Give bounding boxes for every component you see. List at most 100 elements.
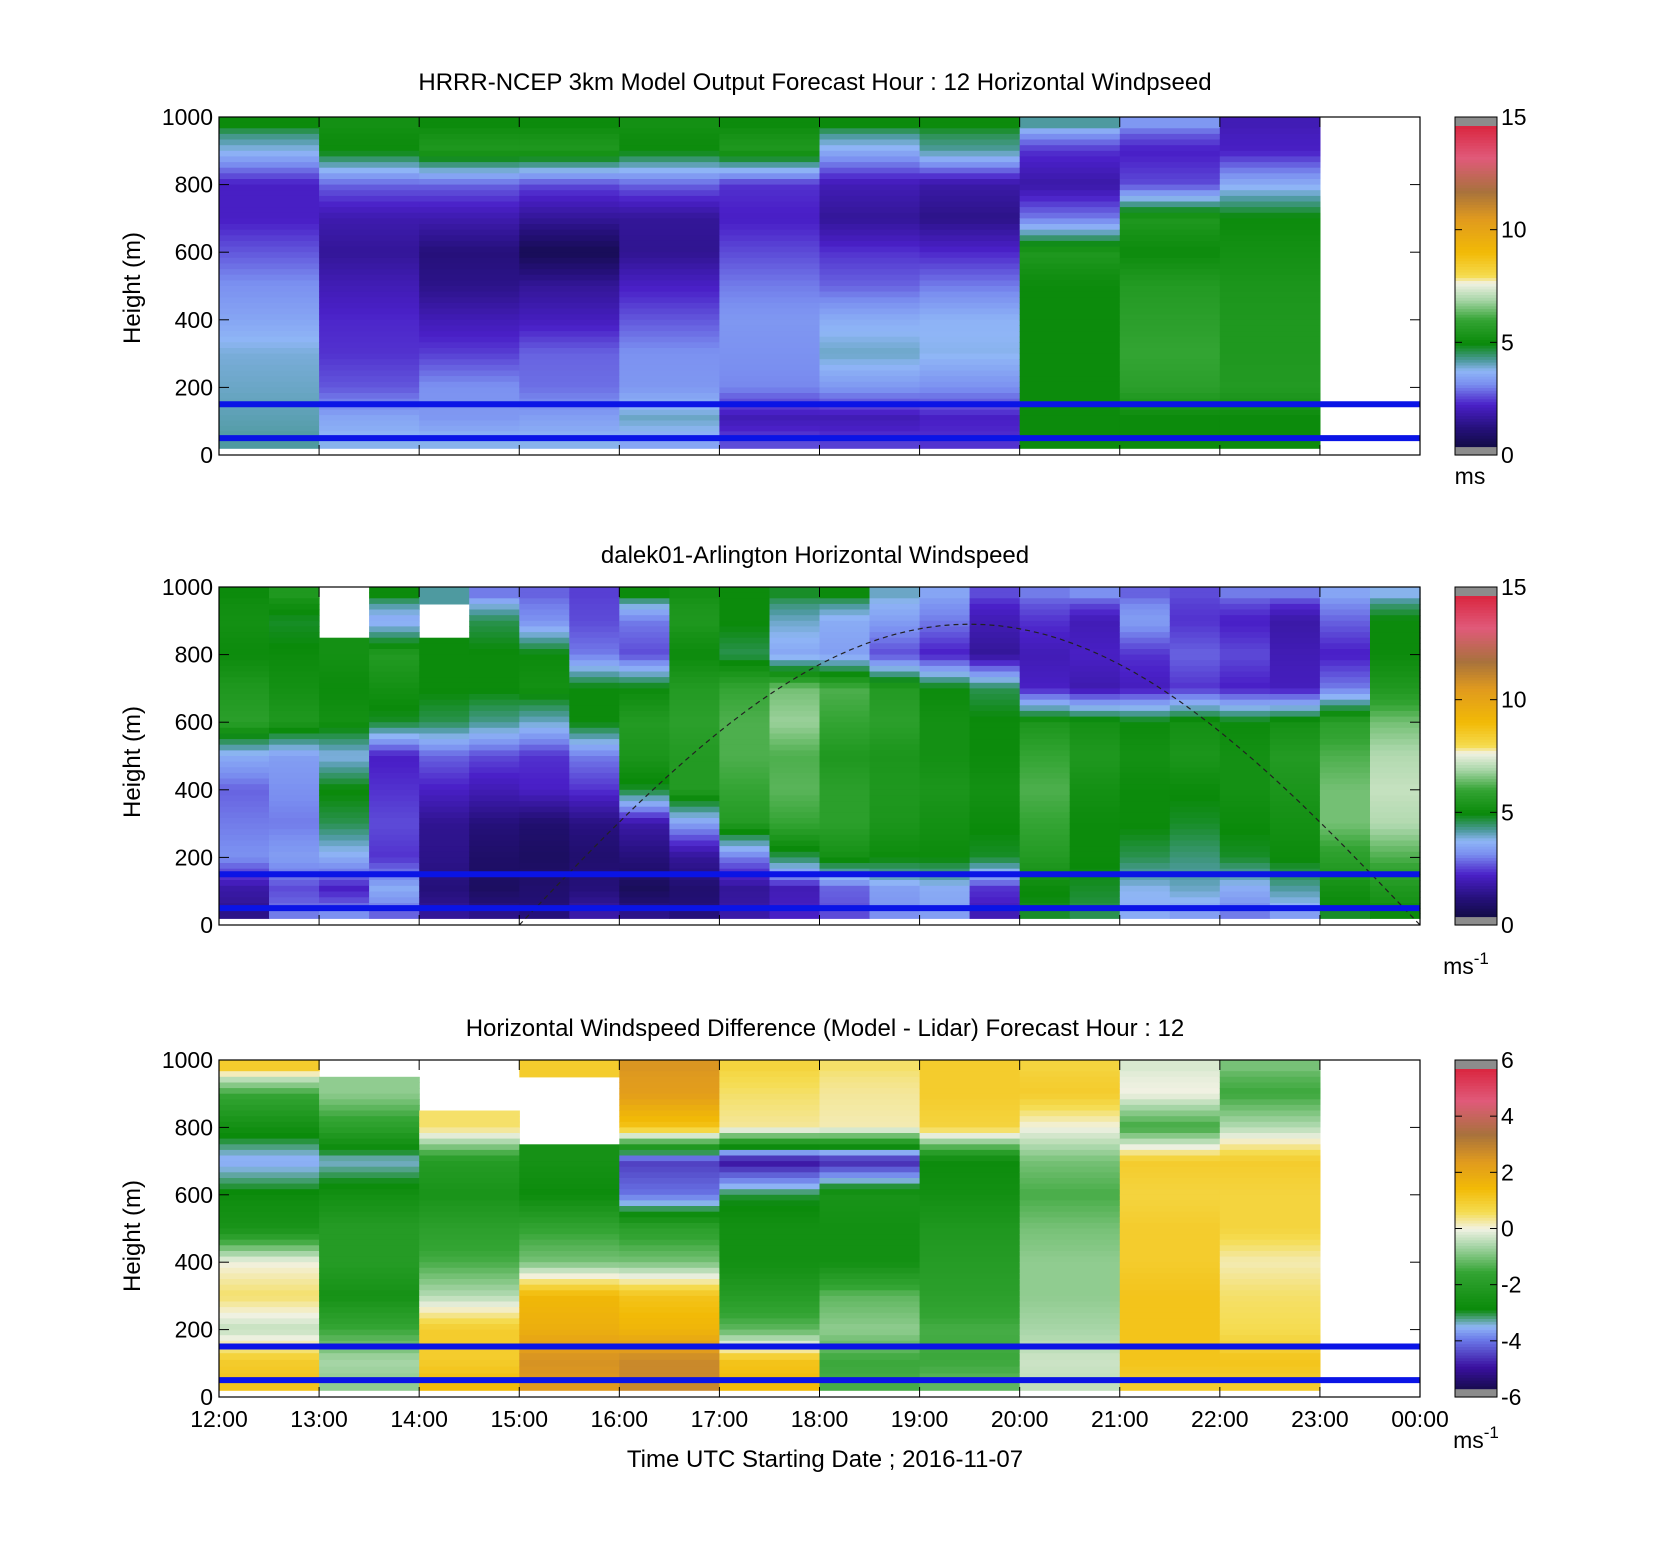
heatmap-cell (219, 201, 320, 208)
colorbar-segment (1455, 863, 1497, 867)
heatmap-cell (619, 235, 720, 242)
heatmap-cell (419, 891, 470, 898)
colorbar-segment (1455, 331, 1497, 335)
heatmap-cell (1119, 1133, 1221, 1140)
heatmap-cell (419, 1144, 520, 1151)
y-tick-label: 600 (175, 1182, 213, 1208)
heatmap-cell (1219, 654, 1271, 661)
heatmap-cell (269, 823, 320, 830)
y-tick-label: 1000 (162, 1047, 213, 1073)
colorbar-segment (1455, 1110, 1497, 1114)
heatmap-cell (969, 688, 1021, 695)
heatmap-cell (919, 1290, 1021, 1297)
colorbar-segment (1455, 263, 1497, 267)
heatmap-cell (569, 761, 620, 768)
heatmap-cell (1319, 778, 1371, 785)
heatmap-cell (1219, 1206, 1321, 1213)
heatmap-cell (1119, 1279, 1221, 1286)
heatmap-cell (419, 812, 470, 819)
heatmap-cell (619, 677, 670, 684)
colorbar-segment (1455, 657, 1497, 661)
heatmap-cell (219, 806, 270, 813)
heatmap-cell (419, 353, 520, 360)
heatmap-cell (919, 1155, 1021, 1162)
heatmap-cell (1219, 891, 1271, 898)
heatmap-cell (1319, 829, 1371, 836)
heatmap-cell (219, 1138, 320, 1145)
heatmap-cell (1019, 1359, 1121, 1368)
heatmap-cell (1119, 806, 1171, 813)
heatmap-cell (1219, 139, 1321, 146)
heatmap-cell (1069, 699, 1121, 706)
heatmap-cell (519, 190, 620, 197)
heatmap-cell (419, 772, 470, 780)
heatmap-cell (869, 654, 921, 661)
heatmap-cell (1019, 263, 1121, 270)
heatmap-cell (1019, 1312, 1121, 1319)
heatmap-cell (869, 829, 921, 836)
heatmap-cell (719, 229, 821, 236)
heatmap-cell (669, 801, 720, 808)
heatmap-cell (219, 615, 270, 622)
heatmap-cell (519, 1307, 620, 1314)
heatmap-cell (719, 710, 770, 718)
heatmap-cell (219, 291, 320, 298)
colorbar-segment (1455, 1340, 1497, 1345)
heatmap-cell (1219, 342, 1321, 349)
heatmap-cell (769, 727, 821, 734)
heatmap-cell (969, 840, 1021, 847)
heatmap-cell (719, 609, 770, 616)
colorbar-segment (1455, 905, 1497, 909)
heatmap-cell (1019, 381, 1121, 388)
heatmap-cell (819, 739, 871, 746)
heatmap-cell (819, 1373, 921, 1380)
heatmap-cell (1069, 643, 1121, 650)
heatmap-cell (369, 789, 420, 796)
heatmap-cell (719, 1262, 821, 1269)
heatmap-cell (319, 863, 370, 870)
heatmap-cell (919, 626, 971, 633)
heatmap-cell (1319, 654, 1371, 661)
heatmap-cell (419, 218, 520, 225)
heatmap-cell (269, 818, 320, 825)
heatmap-cell (319, 1104, 420, 1112)
heatmap-cell (669, 649, 720, 656)
heatmap-cell (319, 359, 420, 366)
heatmap-cell (919, 654, 971, 661)
colorbar-segment (1455, 587, 1497, 591)
colorbar-segment (1455, 226, 1497, 231)
colorbar-segment (1455, 843, 1497, 847)
heatmap-cell (819, 603, 871, 611)
heatmap-cell (219, 851, 270, 858)
heatmap-cell (369, 913, 420, 919)
heatmap-cell (669, 750, 720, 757)
heatmap-cell (1169, 756, 1221, 763)
colorbar-segment (1455, 879, 1497, 884)
heatmap-cell (619, 376, 720, 383)
heatmap-cell (969, 857, 1021, 864)
heatmap-cell (519, 297, 620, 304)
heatmap-cell (219, 431, 320, 438)
heatmap-cell (1019, 235, 1121, 242)
heatmap-cell (419, 145, 520, 152)
heatmap-cell (1219, 431, 1321, 438)
heatmap-cell (1069, 688, 1121, 695)
heatmap-cell (1219, 1251, 1321, 1258)
heatmap-cell (469, 710, 520, 718)
heatmap-cell (219, 626, 270, 633)
heatmap-cell (819, 851, 871, 858)
heatmap-cell (919, 834, 971, 842)
heatmap-cell (1219, 1279, 1321, 1286)
heatmap-cell (919, 694, 971, 701)
heatmap-cell (619, 314, 720, 321)
heatmap-cell (419, 246, 520, 253)
heatmap-cell (1019, 387, 1121, 394)
heatmap-cell (1119, 117, 1221, 124)
heatmap-cell (919, 269, 1021, 276)
colorbar-segment (1455, 840, 1497, 844)
heatmap-cell (719, 167, 821, 174)
heatmap-cell (1219, 880, 1271, 887)
heatmap-cell (719, 891, 770, 898)
heatmap-cell (769, 880, 821, 887)
